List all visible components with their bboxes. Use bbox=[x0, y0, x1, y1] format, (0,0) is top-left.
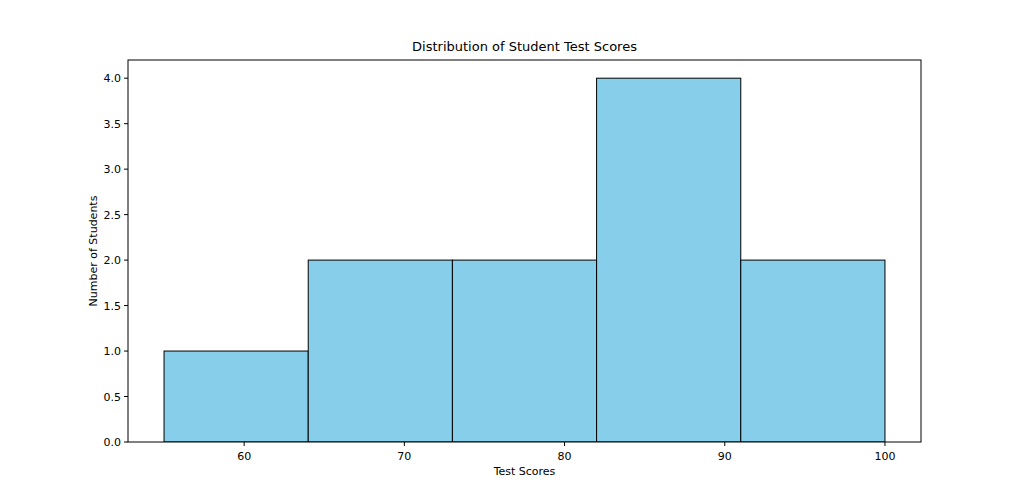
histogram-bar bbox=[741, 260, 885, 442]
histogram-bar bbox=[308, 260, 452, 442]
histogram-bar bbox=[452, 260, 596, 442]
chart-container: 60 70 80 90 100 0.0 0.5 1.0 1.5 2.0 2.5 3.0 3.5 4.0 Di… bbox=[0, 0, 1024, 497]
y-tick bbox=[124, 351, 128, 352]
chart-svg: 60 70 80 90 100 0.0 0.5 1.0 1.5 2.0 2.5 3.0 3.5 4.0 Di… bbox=[0, 0, 1024, 497]
y-tick bbox=[124, 169, 128, 170]
y-tick-label: 0.0 bbox=[104, 436, 122, 449]
y-tick-label: 1.0 bbox=[104, 345, 122, 358]
x-tick bbox=[564, 442, 565, 446]
y-tick-label: 4.0 bbox=[104, 72, 122, 85]
y-axis-label: Number of Students bbox=[87, 195, 100, 306]
histogram-bar bbox=[164, 351, 308, 442]
y-tick-label: 3.5 bbox=[104, 118, 122, 131]
y-tick bbox=[124, 260, 128, 261]
plot-frame bbox=[128, 60, 921, 442]
y-tick bbox=[124, 442, 128, 443]
y-tick bbox=[124, 78, 128, 79]
background bbox=[0, 0, 1024, 497]
x-tick bbox=[724, 442, 725, 446]
x-tick-label: 100 bbox=[874, 450, 895, 463]
x-tick-label: 80 bbox=[558, 450, 572, 463]
y-tick bbox=[124, 214, 128, 215]
y-tick bbox=[124, 123, 128, 124]
y-tick bbox=[124, 396, 128, 397]
chart-title: Distribution of Student Test Scores bbox=[412, 39, 637, 54]
y-tick-label: 3.0 bbox=[104, 163, 122, 176]
bars bbox=[164, 78, 885, 442]
x-tick bbox=[244, 442, 245, 446]
x-tick bbox=[884, 442, 885, 446]
x-tick-label: 60 bbox=[237, 450, 251, 463]
histogram-bar bbox=[597, 78, 741, 442]
y-tick-label: 0.5 bbox=[104, 391, 122, 404]
y-tick bbox=[124, 305, 128, 306]
x-tick bbox=[404, 442, 405, 446]
x-axis-label: Test Scores bbox=[493, 465, 556, 478]
x-tick-label: 70 bbox=[397, 450, 411, 463]
y-tick-label: 2.5 bbox=[104, 209, 122, 222]
y-tick-label: 2.0 bbox=[104, 254, 122, 267]
x-tick-label: 90 bbox=[718, 450, 732, 463]
y-tick-label: 1.5 bbox=[104, 300, 122, 313]
